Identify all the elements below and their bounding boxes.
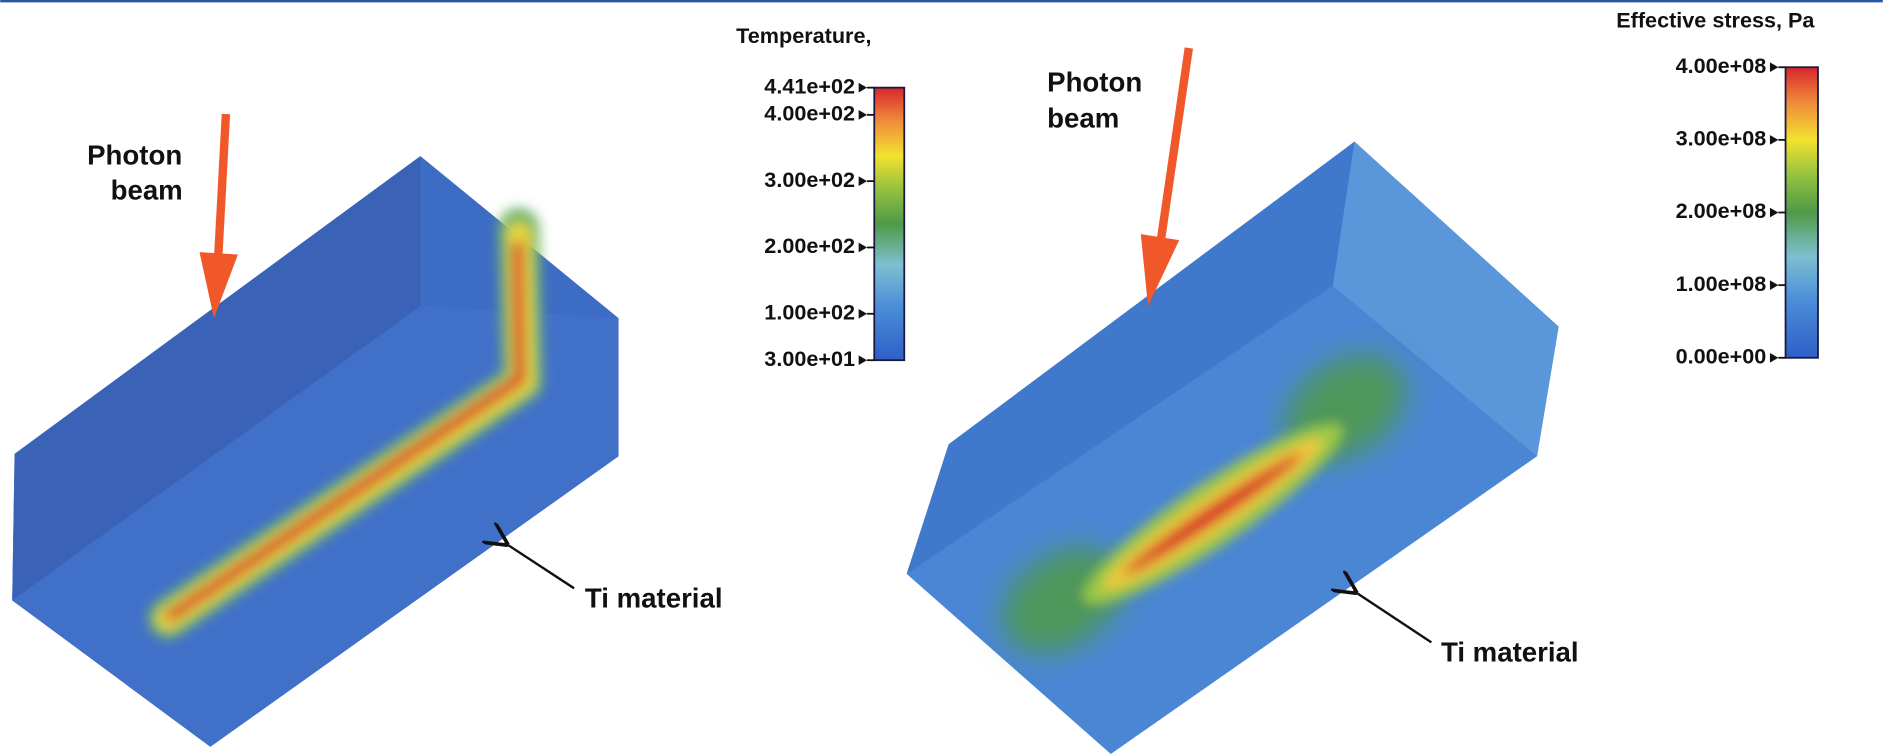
tick-mark	[1770, 280, 1778, 290]
colorbar-tick-label: 0.00e+00	[1676, 343, 1767, 368]
colorbar-title: Temperature,	[736, 23, 871, 48]
colorbar-tick-label: 4.00e+08	[1676, 53, 1767, 78]
material-label: Ti material	[1441, 637, 1579, 668]
beam-arrow	[1141, 48, 1189, 306]
colorbar-tick-label: 2.00e+02	[764, 233, 855, 258]
colorbar-tick-label: 3.00e+01	[764, 346, 855, 371]
beam-arrow	[200, 114, 238, 318]
colorbar	[874, 88, 904, 361]
pointer-arrow	[1353, 591, 1431, 643]
tick-mark	[1770, 353, 1778, 363]
beam-label: Photon	[87, 140, 182, 171]
tick-mark	[1770, 135, 1778, 145]
figure: Photon beam Ti material Photon beam Ti m…	[0, 0, 1883, 754]
tick-mark	[859, 110, 867, 120]
beam-label: beam	[111, 174, 183, 205]
colorbar-title: Effective stress, Pa	[1616, 7, 1815, 32]
colorbar-tick-label: 1.00e+08	[1676, 271, 1767, 296]
tick-mark	[859, 83, 867, 93]
pointer-arrow	[504, 543, 574, 589]
colorbar-tick-label: 4.41e+02	[764, 73, 855, 98]
tick-mark	[859, 309, 867, 319]
colorbar-tick-label: 4.00e+02	[764, 101, 855, 126]
beam-label: beam	[1047, 102, 1119, 133]
colorbar-tick-label: 3.00e+08	[1676, 126, 1767, 151]
colorbar-tick-label: 1.00e+02	[764, 299, 855, 324]
tick-mark	[859, 355, 867, 365]
material-label: Ti material	[585, 583, 723, 614]
tick-mark	[859, 176, 867, 186]
page: Photon beam Ti material Photon beam Ti m…	[0, 0, 1883, 754]
tick-mark	[1770, 208, 1778, 218]
temperature-model	[12, 156, 618, 747]
colorbar-tick-label: 3.00e+02	[764, 167, 855, 192]
colorbar	[1786, 67, 1818, 358]
colorbar-tick-label: 2.00e+08	[1676, 198, 1767, 223]
beam-label: Photon	[1047, 66, 1142, 97]
tick-mark	[859, 243, 867, 253]
tick-mark	[1770, 62, 1778, 72]
